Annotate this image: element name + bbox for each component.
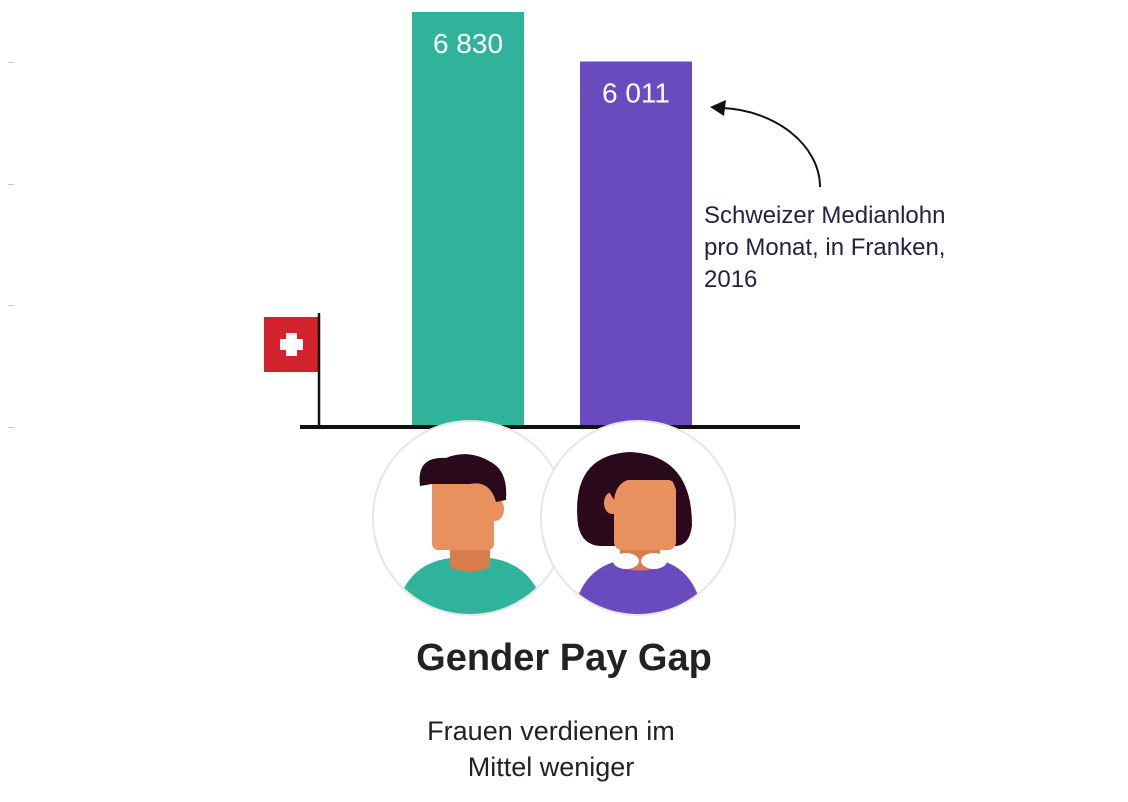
annotation-line: pro Monat, in Franken, bbox=[704, 234, 946, 261]
chart-title: Gender Pay Gap bbox=[416, 637, 712, 679]
bar-value-label: 6 011 bbox=[602, 78, 670, 109]
subtitle-line: Mittel weniger bbox=[467, 752, 635, 782]
axis-tick-mark bbox=[8, 427, 14, 428]
axis-tick-mark bbox=[8, 62, 14, 63]
swiss-flag-icon bbox=[264, 313, 321, 427]
bar-frauen bbox=[580, 61, 692, 426]
chart-annotation: Schweizer Medianlohn pro Monat, in Frank… bbox=[704, 200, 1004, 296]
woman-avatar-icon bbox=[540, 420, 736, 616]
axis-tick-mark bbox=[8, 305, 14, 306]
annotation-line: Schweizer Medianlohn bbox=[704, 202, 946, 229]
annotation-arrow bbox=[710, 100, 821, 188]
annotation-line: 2016 bbox=[704, 266, 758, 293]
man-avatar-icon bbox=[372, 420, 568, 616]
bar-value-label: 6 830 bbox=[433, 28, 503, 59]
axis-tick-mark bbox=[8, 184, 14, 185]
subtitle-line: Frauen verdienen im bbox=[427, 716, 675, 746]
bar-maenner bbox=[412, 12, 524, 425]
bars-layer: 6 830 6 011 bbox=[412, 12, 692, 426]
